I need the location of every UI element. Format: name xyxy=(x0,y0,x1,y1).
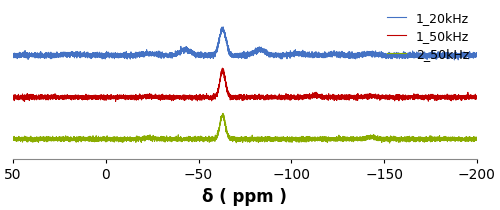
1_20kHz xyxy=(474,51,480,54)
2_50kHz xyxy=(386,142,392,144)
1_50kHz xyxy=(379,97,385,99)
1_50kHz xyxy=(33,95,39,98)
Legend: 1_20kHz, 1_50kHz, 2_50kHz: 1_20kHz, 1_50kHz, 2_50kHz xyxy=(382,7,474,66)
2_50kHz xyxy=(305,138,311,140)
1_50kHz xyxy=(474,95,480,98)
1_20kHz xyxy=(305,55,311,58)
1_20kHz xyxy=(10,54,16,56)
2_50kHz xyxy=(33,137,39,139)
2_50kHz xyxy=(220,112,226,115)
2_50kHz xyxy=(378,141,384,144)
1_50kHz xyxy=(220,67,226,70)
1_20kHz xyxy=(284,53,290,56)
2_50kHz xyxy=(354,135,360,138)
1_50kHz xyxy=(112,100,118,103)
X-axis label: δ ( ppm ): δ ( ppm ) xyxy=(202,188,288,206)
1_50kHz xyxy=(10,96,16,98)
2_50kHz xyxy=(474,137,480,140)
1_20kHz xyxy=(452,59,458,61)
Line: 2_50kHz: 2_50kHz xyxy=(13,113,477,143)
1_20kHz xyxy=(178,52,184,55)
1_20kHz xyxy=(33,54,39,57)
2_50kHz xyxy=(178,136,184,139)
1_50kHz xyxy=(284,96,290,99)
1_20kHz xyxy=(378,56,384,59)
1_50kHz xyxy=(178,97,184,99)
2_50kHz xyxy=(10,137,16,139)
1_20kHz xyxy=(354,55,360,58)
Line: 1_50kHz: 1_50kHz xyxy=(13,68,477,101)
1_50kHz xyxy=(354,97,360,99)
2_50kHz xyxy=(284,137,290,139)
1_20kHz xyxy=(220,26,226,28)
Line: 1_20kHz: 1_20kHz xyxy=(13,27,477,60)
1_50kHz xyxy=(305,96,311,98)
